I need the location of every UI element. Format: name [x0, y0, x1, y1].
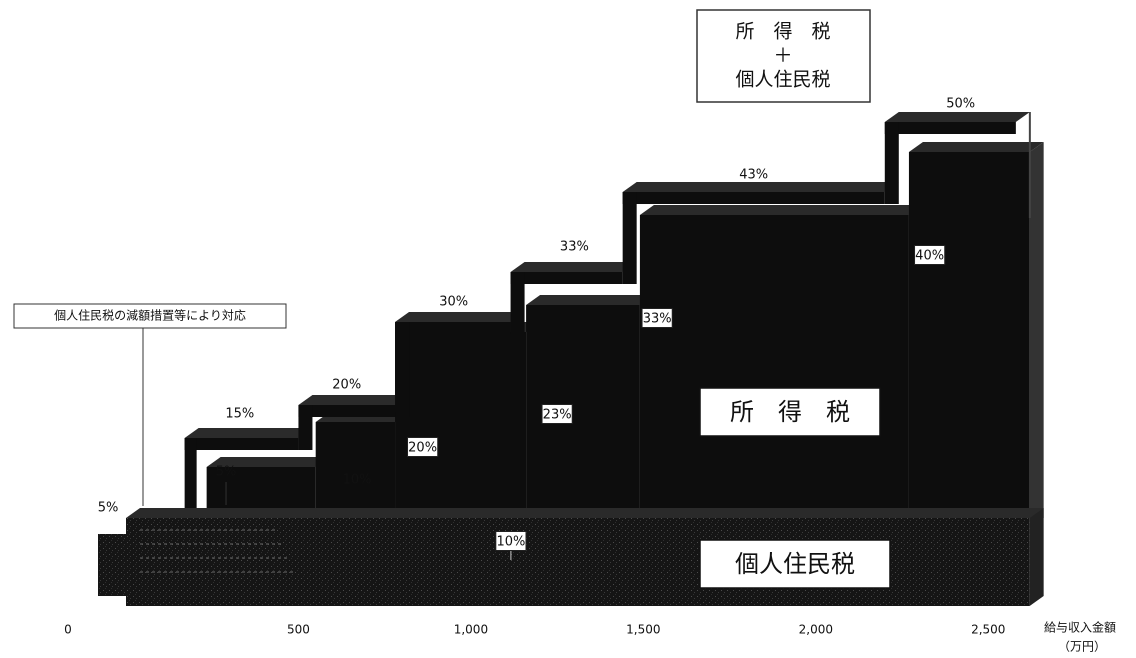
income-tax-name-box: [699, 387, 881, 437]
title-box-line-2: 個人住民税: [735, 69, 830, 91]
x-tick-0: 0: [64, 623, 72, 637]
combined-riser-first: [184, 438, 197, 518]
combined-riser: [298, 405, 313, 450]
income-rate-33%-box: [641, 308, 673, 328]
income-rate-40%-box: [914, 245, 946, 265]
combined-rate-43%: 43%: [739, 168, 768, 183]
income-rate-40%: 40%: [915, 249, 944, 264]
combined-rate-15%: 15%: [225, 407, 254, 422]
x-axis-label: 給与収入金額: [1044, 620, 1116, 635]
chart-marks: [98, 112, 1044, 606]
income-rate-23%: 23%: [543, 408, 572, 423]
income-tax-side: [1029, 142, 1044, 518]
combined-step-top: [510, 262, 637, 272]
resident-rate-10-box: [495, 531, 527, 551]
income-rate-33%: 33%: [643, 312, 672, 327]
title-box: [696, 9, 871, 103]
combined-riser: [395, 322, 410, 417]
combined-step-20%: [298, 405, 396, 417]
combined-step-top: [884, 112, 1030, 122]
income-tax-name: 所 得 税: [730, 398, 850, 426]
combined-step-top: [184, 428, 313, 438]
income-tax-step-10%: [315, 422, 396, 514]
combined-step-top: [395, 312, 525, 322]
combined-step-43%: [622, 192, 885, 204]
income-tax-step-top: [526, 295, 654, 305]
combined-step-33%: [510, 272, 623, 284]
income-tax-step-top: [206, 457, 330, 467]
chart-labels: 10% 5% 5% 10% 20% 23% 33% 40% 15% 20% 30% 33% 43% 50%…: [13, 9, 1116, 654]
resident-tax-side: [1029, 508, 1044, 606]
resident-rate-5: 5%: [98, 501, 119, 516]
resident-tax-name-box: [699, 539, 891, 589]
x-tick-2500: 2,500: [971, 623, 1005, 637]
income-rate-20%-box: [407, 437, 439, 457]
income-rate-20%: 20%: [408, 441, 437, 456]
combined-rate-50%: 50%: [946, 97, 975, 112]
resident-tax-top: [126, 508, 1044, 518]
x-tick-2000: 2,000: [799, 623, 833, 637]
x-tick-1000: 1,000: [454, 623, 488, 637]
combined-riser: [622, 192, 637, 284]
combined-step-50%: [884, 122, 1016, 134]
combined-step-top: [298, 395, 410, 405]
resident-tax-name: 個人住民税: [735, 550, 855, 578]
x-axis-unit: （万円）: [1058, 640, 1106, 654]
combined-rate-20%: 20%: [332, 378, 361, 393]
resident-tax-step-10%: [126, 518, 1030, 606]
x-tick-500: 500: [287, 623, 310, 637]
income-rate-10%: 10%: [343, 473, 372, 488]
resident-rate-10: 10%: [496, 535, 525, 550]
x-tick-1500: 1,500: [626, 623, 660, 637]
combined-riser: [510, 272, 525, 334]
title-box-line-0: 所 得 税: [735, 21, 830, 43]
combined-step-15%: [184, 438, 299, 450]
note-label: 個人住民税の減額措置等により対応: [54, 308, 246, 323]
income-rate-5%: 5%: [216, 465, 237, 480]
income-tax-step-20%: [395, 332, 527, 514]
combined-riser: [884, 122, 899, 204]
note-box: [13, 303, 287, 329]
income-rate-23%-box: [541, 404, 573, 424]
combined-rate-33%: 33%: [560, 240, 589, 255]
income-tax-step-33%: [639, 215, 909, 514]
combined-rate-30%: 30%: [439, 295, 468, 310]
resident-tax-step-5%: [98, 534, 128, 596]
combined-step-30%: [395, 322, 511, 334]
income-tax-step-top: [908, 142, 1044, 152]
income-tax-step-top: [639, 205, 923, 215]
income-tax-step-40%: [908, 152, 1030, 514]
combined-step-top: [622, 182, 899, 192]
income-tax-step-5%: [206, 467, 316, 514]
title-box-line-1: ＋: [773, 45, 792, 67]
